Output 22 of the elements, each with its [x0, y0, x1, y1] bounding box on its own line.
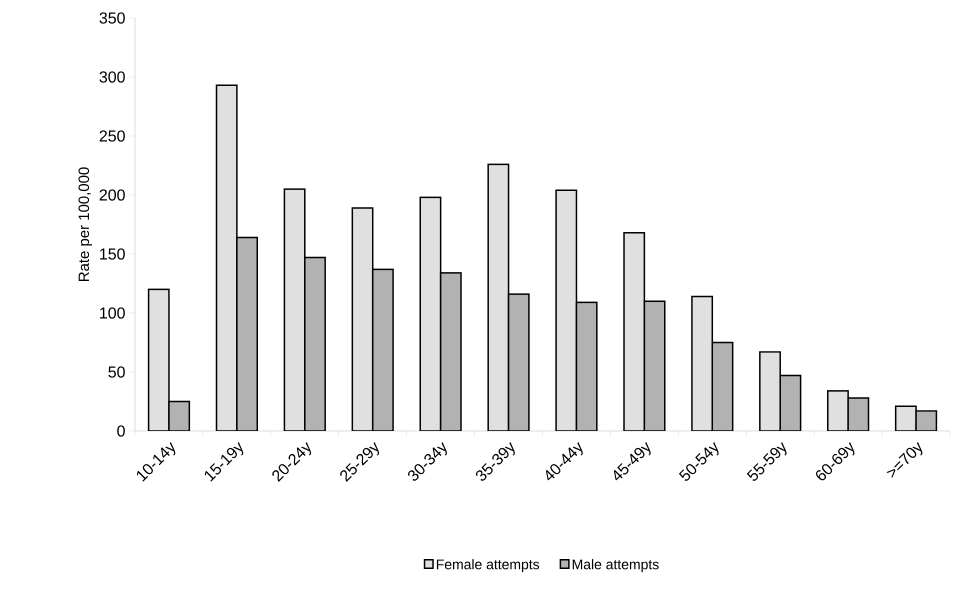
y-tick-label: 300: [99, 71, 125, 83]
bar: [623, 232, 646, 431]
bar: [352, 207, 374, 431]
bar: [216, 84, 238, 431]
y-axis-title: Rate per 100,000: [78, 167, 92, 282]
bar: [420, 196, 442, 431]
y-tick-label: 200: [100, 189, 125, 201]
bar: [284, 188, 306, 431]
bar: [759, 351, 781, 431]
bar: [827, 390, 849, 431]
y-tick-label: 350: [99, 12, 125, 24]
bar: [487, 164, 510, 431]
y-tick-label: 100: [100, 307, 125, 319]
y-tick-label: 250: [100, 130, 125, 142]
bar: [148, 288, 170, 431]
y-tick-label: 50: [108, 366, 125, 378]
y-tick-label: 150: [100, 248, 125, 260]
bar: [691, 296, 714, 431]
bar: [555, 190, 578, 431]
y-tick-label: 0: [117, 425, 125, 437]
legend-label: Male attempts: [572, 559, 659, 572]
legend-label: Female attempts: [436, 559, 540, 572]
